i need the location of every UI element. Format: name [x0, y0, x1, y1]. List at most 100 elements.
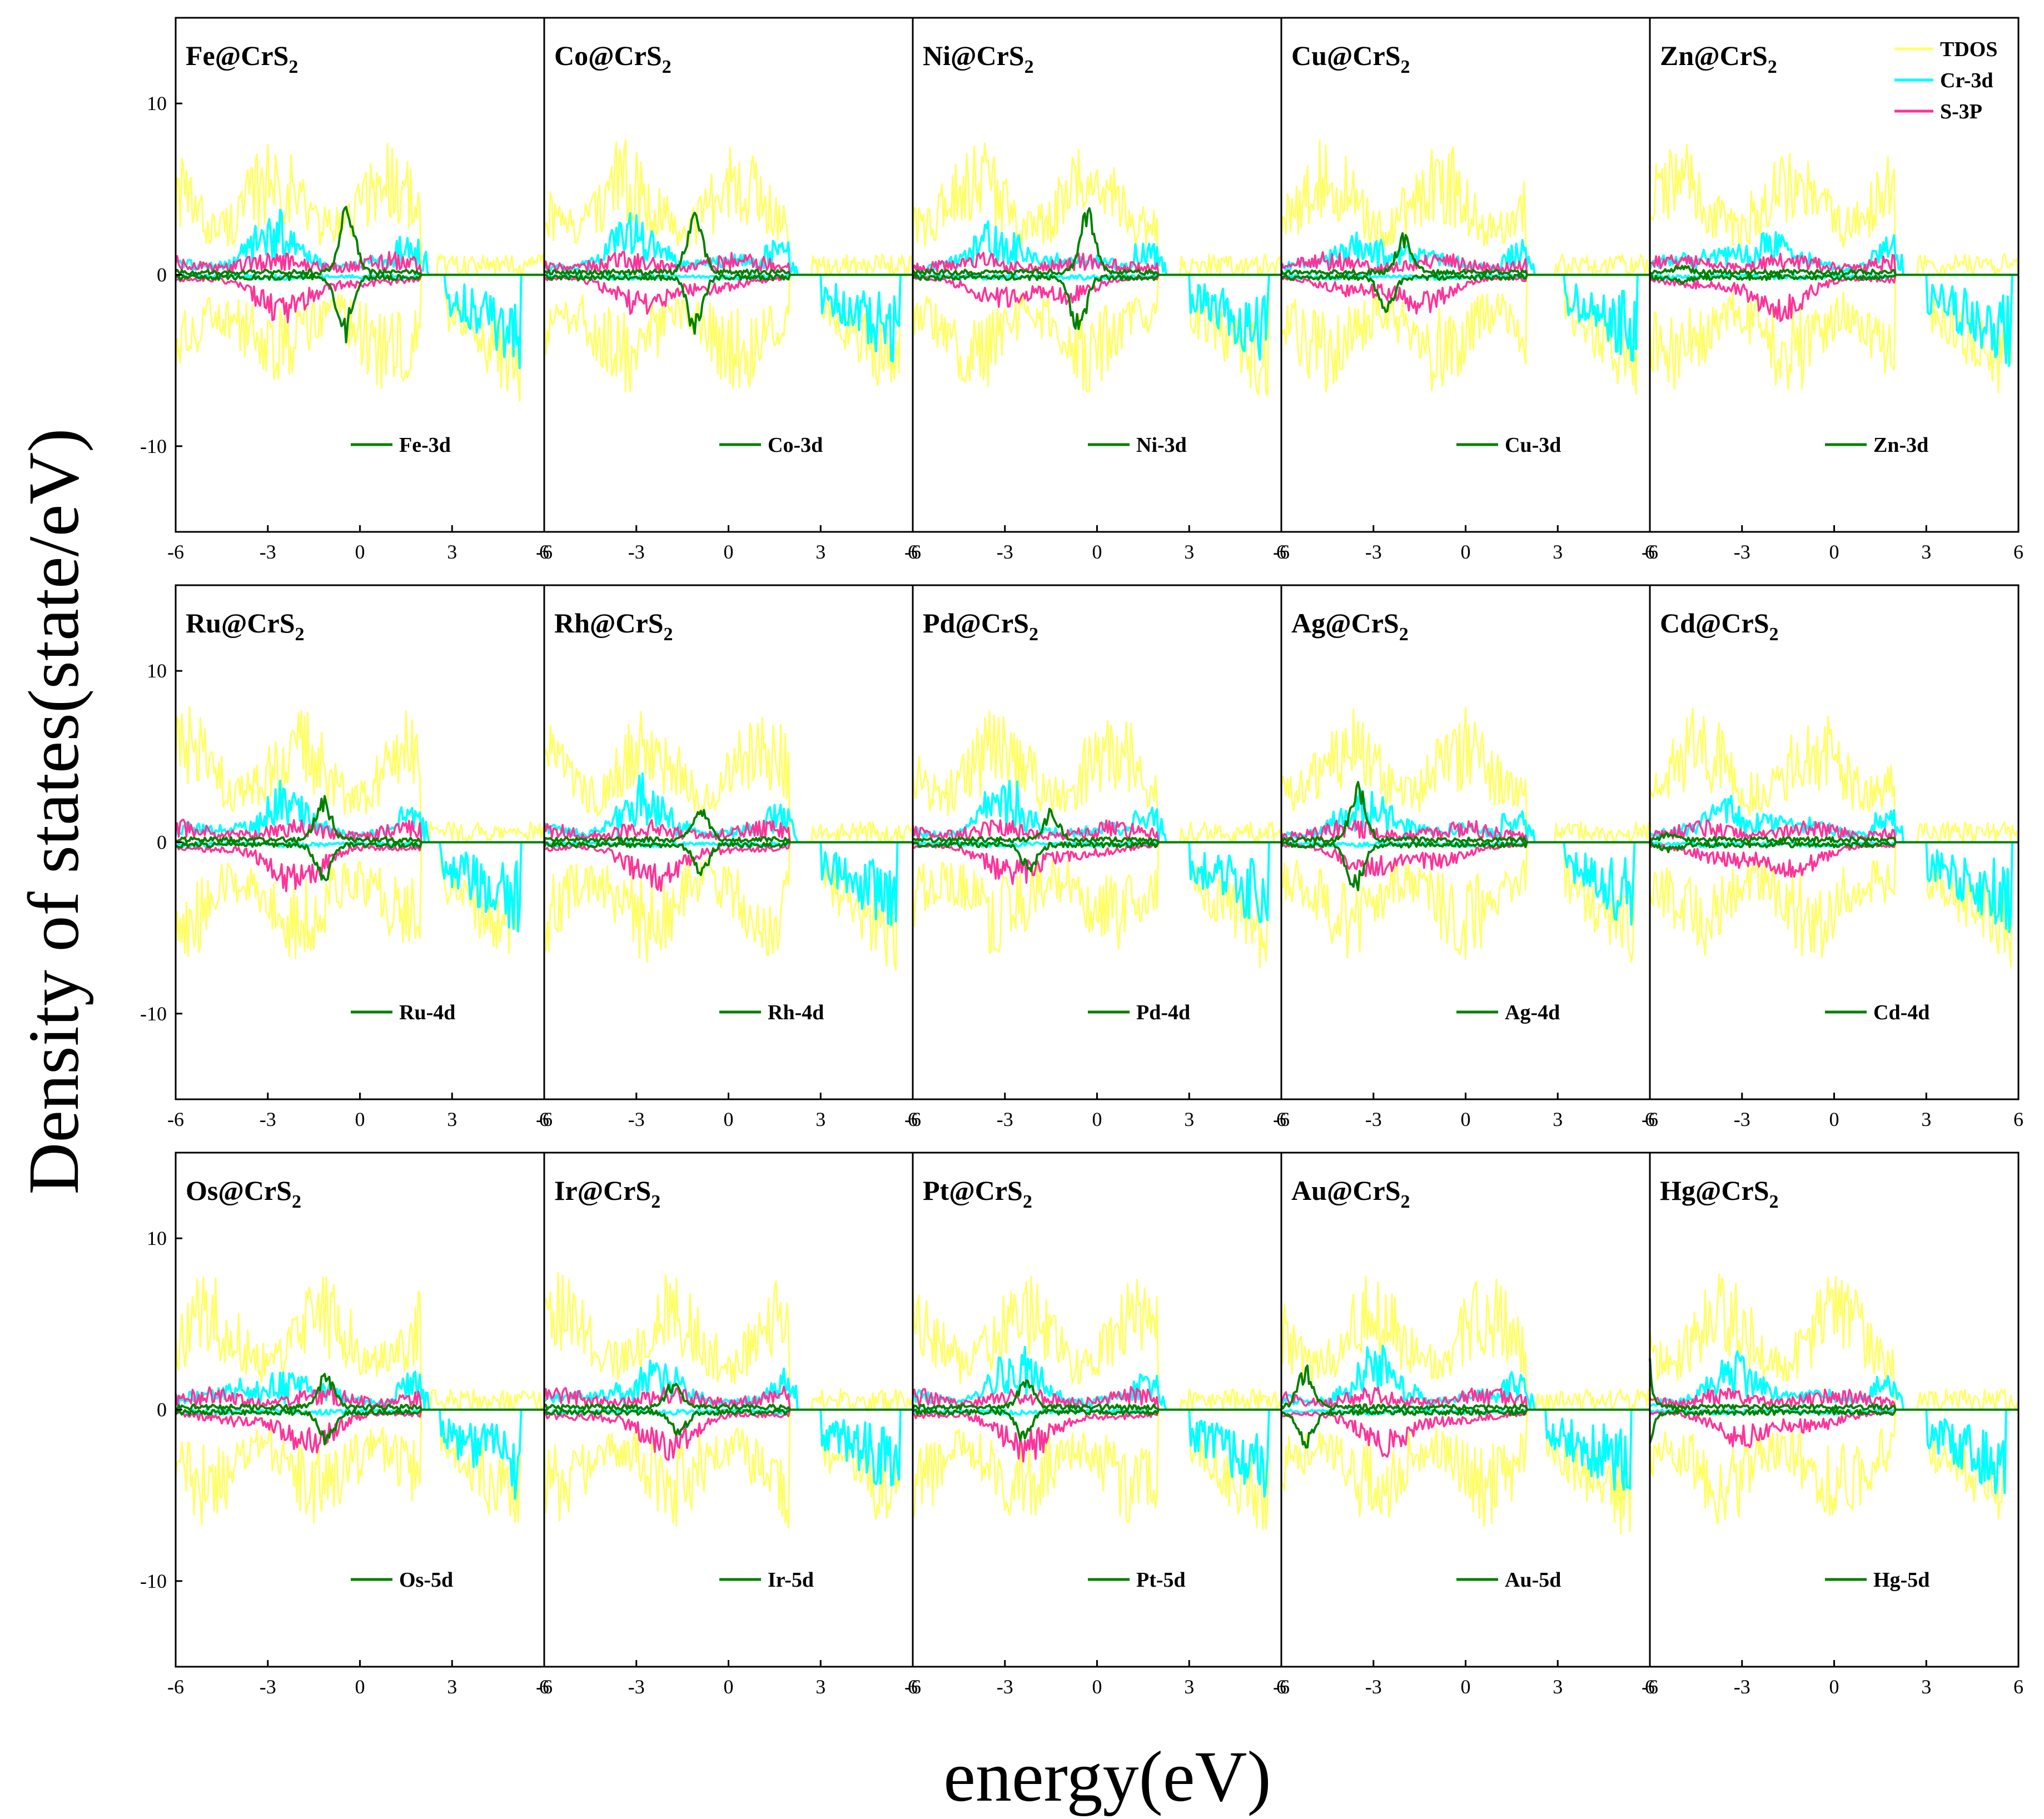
tdos-down-line — [912, 274, 1281, 397]
x-tick-label: -6 — [536, 1676, 553, 1698]
x-tick-label: 6 — [539, 1676, 549, 1698]
cr3d-down-line — [175, 1408, 544, 1500]
x-tick-label: 6 — [1276, 1676, 1286, 1698]
tdos-up-line — [1649, 1273, 2020, 1411]
tdos-up-line — [1280, 707, 1651, 843]
x-tick-label: -3 — [1365, 1676, 1382, 1698]
panel-title: Ni@CrS2 — [923, 40, 1034, 77]
x-tick-label: 6 — [908, 541, 918, 563]
x-tick-label: 0 — [1461, 1108, 1471, 1130]
panel-title: Hg@CrS2 — [1660, 1175, 1779, 1212]
y-tick-label: 0 — [157, 831, 167, 854]
tdos-up-line — [1280, 139, 1651, 276]
title-subscript: 2 — [1401, 57, 1410, 77]
x-tick-label: 6 — [908, 1676, 918, 1698]
panel-cu: -6 -3 0 3 6 Cu@CrS2 Cu-3d — [1273, 17, 1655, 563]
tdos-up-line — [175, 706, 545, 843]
x-tick-label: 3 — [1553, 1676, 1563, 1698]
x-tick-label: 6 — [1276, 1108, 1286, 1130]
tdos-down-line — [1280, 841, 1650, 963]
panel-co: -6 -3 0 3 6 Co@CrS2 Co-3d — [536, 17, 918, 563]
panel-title: Co@CrS2 — [554, 40, 672, 77]
cr3d-up-line — [1649, 231, 2018, 276]
tdos-up-line — [1649, 707, 2020, 843]
x-tick-label: -3 — [260, 1676, 276, 1698]
tdos-down-line — [175, 841, 544, 960]
panel-title: Au@CrS2 — [1291, 1175, 1410, 1212]
cr3d-down-line — [1649, 273, 2018, 367]
cr3d-up-line — [1649, 1350, 2018, 1411]
x-tick-label: -3 — [628, 1108, 645, 1130]
y-tick-label: 0 — [157, 264, 167, 286]
panel-hg: -6 -3 0 3 6 Hg@CrS2 Hg-5d — [1642, 1152, 2023, 1698]
x-tick-label: -3 — [260, 541, 276, 563]
d-legend-label: Rh-4d — [768, 1001, 824, 1024]
x-tick-label: 0 — [1829, 541, 1839, 563]
cr3d-down-line — [912, 273, 1281, 361]
metal-d-down-line — [1280, 273, 1650, 313]
metal-d-down-line — [543, 841, 913, 876]
y-tick-label: 10 — [147, 660, 167, 682]
d-legend-label: Hg-5d — [1873, 1568, 1929, 1592]
x-tick-label: -6 — [1273, 1108, 1290, 1130]
legend-label: S-3P — [1940, 100, 1982, 123]
panel-pt: -6 -3 0 3 6 Pt@CrS2 Pt-5d — [904, 1152, 1286, 1698]
y-tick-label: -10 — [140, 1570, 167, 1592]
x-tick-label: 6 — [1645, 1676, 1655, 1698]
x-tick-label: 3 — [815, 541, 825, 563]
x-tick-label: 0 — [1092, 541, 1102, 563]
metal-d-down-line — [1649, 841, 2018, 854]
tdos-up-line — [912, 1276, 1282, 1411]
x-tick-label: 3 — [1553, 1108, 1563, 1130]
tdos-up-line — [175, 1277, 545, 1411]
cr3d-up-line — [543, 772, 913, 844]
x-tick-label: 0 — [1461, 541, 1471, 563]
tdos-down-line — [1280, 274, 1650, 395]
x-tick-label: -3 — [997, 1108, 1013, 1130]
x-tick-label: 6 — [2013, 1108, 2023, 1130]
panel-au: -6 -3 0 3 6 Au@CrS2 Au-5d — [1273, 1152, 1655, 1698]
x-tick-label: 0 — [1461, 1676, 1471, 1698]
x-tick-label: -3 — [1734, 541, 1750, 563]
x-tick-label: -6 — [1642, 1676, 1658, 1698]
panel-ru: -6 -3 0 3 6 10 0 -10 Ru@CrS2 Ru-4d — [140, 584, 549, 1130]
d-legend-label: Ni-3d — [1136, 433, 1187, 457]
tdos-down-line — [1649, 1409, 2018, 1525]
x-tick-label: 0 — [724, 1676, 734, 1698]
panel-zn: -6 -3 0 3 6 Zn@CrS2 Zn-3d — [1642, 17, 2023, 563]
tdos-up-line — [912, 710, 1282, 843]
d-legend-label: Ag-4d — [1505, 1001, 1560, 1024]
tdos-down-line — [543, 274, 913, 393]
title-subscript: 2 — [1768, 57, 1777, 77]
title-subscript: 2 — [1025, 57, 1034, 77]
x-tick-label: -6 — [1273, 541, 1290, 563]
x-tick-label: 3 — [1184, 1676, 1194, 1698]
tdos-down-line — [1649, 274, 2018, 393]
metal-d-down-line — [1280, 841, 1650, 891]
x-tick-label: 3 — [447, 1108, 457, 1130]
x-tick-label: 3 — [1184, 1108, 1194, 1130]
legend: TDOS Cr-3d S-3P — [1894, 38, 1997, 123]
metal-d-down-line — [544, 273, 913, 335]
x-tick-label: 6 — [2013, 541, 2023, 563]
metal-d-down-line — [175, 273, 544, 343]
title-subscript: 2 — [1399, 624, 1409, 645]
d-legend-label: Au-5d — [1505, 1568, 1561, 1592]
d-legend-label: Co-3d — [768, 433, 823, 457]
title-subscript: 2 — [295, 624, 305, 645]
tdos-up-line — [543, 711, 914, 843]
panel-title: Cd@CrS2 — [1660, 607, 1779, 645]
d-legend-label: Zn-3d — [1873, 433, 1928, 457]
d-legend-label: Ru-4d — [399, 1001, 455, 1024]
x-tick-label: 0 — [355, 1108, 365, 1130]
x-tick-label: -6 — [167, 541, 184, 563]
tdos-up-line — [543, 1272, 914, 1411]
y-tick-label: 10 — [147, 92, 167, 114]
metal-d-down-line — [912, 841, 1281, 873]
d-legend-label: Os-5d — [399, 1568, 453, 1592]
x-tick-label: -3 — [628, 1676, 645, 1698]
x-tick-label: 3 — [1921, 1676, 1931, 1698]
legend-label: Cr-3d — [1940, 69, 1993, 92]
metal-d-down-line — [543, 1408, 913, 1436]
legend-label: TDOS — [1940, 38, 1997, 61]
